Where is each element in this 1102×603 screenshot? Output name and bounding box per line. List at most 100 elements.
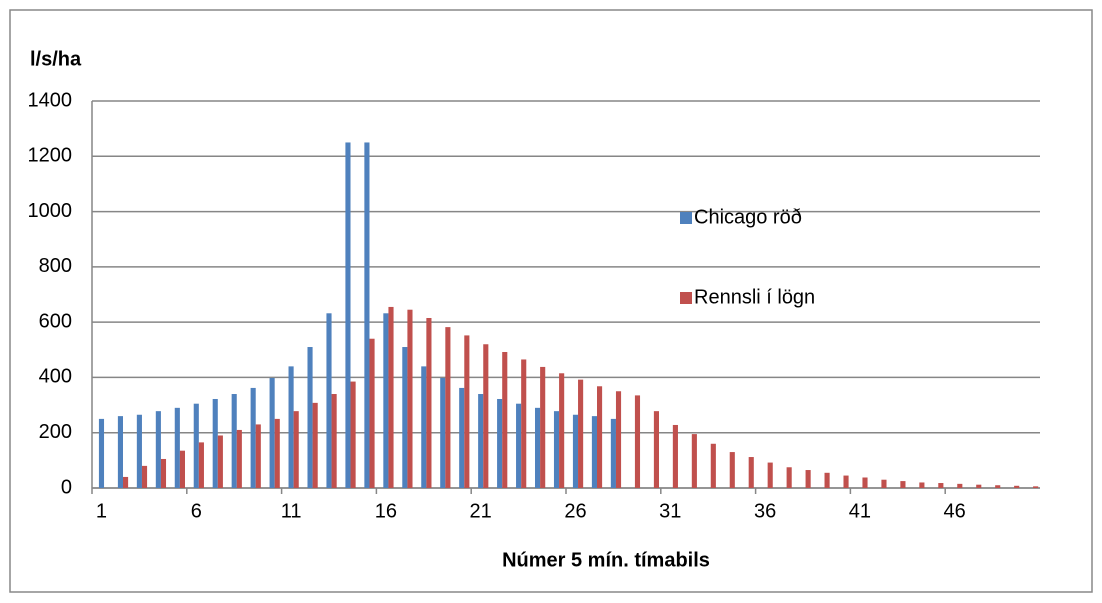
bar [426, 317, 432, 488]
legend-swatch [680, 292, 692, 304]
bar [938, 483, 944, 488]
bar [478, 394, 484, 488]
bar [691, 434, 697, 488]
bar [805, 470, 811, 488]
bar [459, 387, 465, 488]
bar [288, 366, 294, 488]
bar [483, 344, 489, 488]
bar [767, 462, 773, 488]
bar [919, 482, 925, 488]
y-tick-label: 0 [61, 476, 72, 498]
x-tick-label: 41 [849, 500, 871, 522]
bar [634, 395, 641, 488]
bar [383, 313, 389, 488]
bar [236, 429, 242, 488]
bar [179, 450, 185, 488]
bar [350, 381, 356, 488]
bar [995, 485, 1001, 488]
bar [786, 467, 792, 488]
bar [559, 373, 565, 488]
bar [274, 418, 280, 488]
bar [653, 411, 659, 488]
y-tick-label: 1200 [28, 145, 73, 167]
bar [591, 416, 597, 488]
x-tick-label: 21 [470, 500, 492, 522]
bar [122, 476, 129, 488]
bar [572, 414, 579, 488]
bar [407, 309, 413, 488]
bar [502, 351, 508, 488]
bar [957, 483, 963, 488]
bar [98, 418, 105, 488]
bar [212, 398, 218, 488]
y-tick-label: 600 [39, 310, 72, 332]
bar [198, 442, 204, 488]
y-tick-label: 200 [39, 421, 72, 443]
bar [440, 377, 446, 488]
bar [217, 435, 223, 488]
legend-swatch [680, 212, 692, 224]
bar [174, 407, 180, 488]
bar [193, 403, 199, 488]
bar [578, 379, 584, 488]
bar [900, 481, 906, 488]
bar [862, 477, 868, 488]
bar [136, 414, 142, 488]
bar [388, 306, 394, 488]
legend-label: Rennsli í lögn [694, 286, 815, 308]
y-tick-label: 800 [39, 255, 72, 277]
bar [307, 347, 313, 488]
bar [497, 398, 503, 488]
chart-frame [9, 9, 1093, 593]
x-tick-label: 1 [96, 500, 107, 522]
bar [672, 424, 678, 488]
bar [521, 359, 527, 488]
bar [402, 347, 408, 488]
bar [1014, 485, 1020, 488]
x-tick-label: 11 [281, 500, 302, 522]
bar [540, 366, 546, 488]
bar [369, 338, 375, 488]
bar [553, 411, 560, 488]
x-tick-label: 31 [659, 500, 681, 522]
bar [881, 479, 887, 488]
bar [445, 327, 451, 488]
bar [421, 366, 427, 488]
bar [610, 418, 616, 488]
bar [843, 475, 849, 488]
x-tick-label: 6 [191, 500, 202, 522]
x-tick-label: 46 [944, 500, 966, 522]
bar [976, 484, 982, 488]
bar [729, 452, 735, 488]
x-tick-label: 16 [375, 500, 397, 522]
y-tick-label: 400 [39, 366, 72, 388]
y-axis-title: l/s/ha [30, 48, 82, 70]
bar [516, 403, 522, 488]
bar [710, 443, 716, 488]
x-tick-label: 26 [564, 500, 586, 522]
bar [160, 458, 167, 488]
bar [117, 416, 123, 488]
bar [326, 313, 332, 488]
bar [141, 465, 148, 488]
bar [364, 142, 370, 488]
bar [596, 386, 603, 488]
x-tick-label: 36 [754, 500, 776, 522]
bar [293, 411, 299, 488]
bar [615, 391, 622, 488]
bar [1033, 486, 1039, 488]
y-tick-label: 1000 [28, 200, 73, 222]
y-tick-label: 1400 [28, 89, 73, 111]
bar [748, 457, 754, 488]
bar [331, 394, 337, 488]
bar [255, 424, 261, 488]
legend-label: Chicago röð [694, 206, 802, 228]
bar [824, 472, 830, 488]
bar [464, 335, 470, 488]
bar [345, 142, 351, 488]
bar [250, 387, 256, 488]
bar [155, 411, 161, 488]
bar [535, 407, 541, 488]
